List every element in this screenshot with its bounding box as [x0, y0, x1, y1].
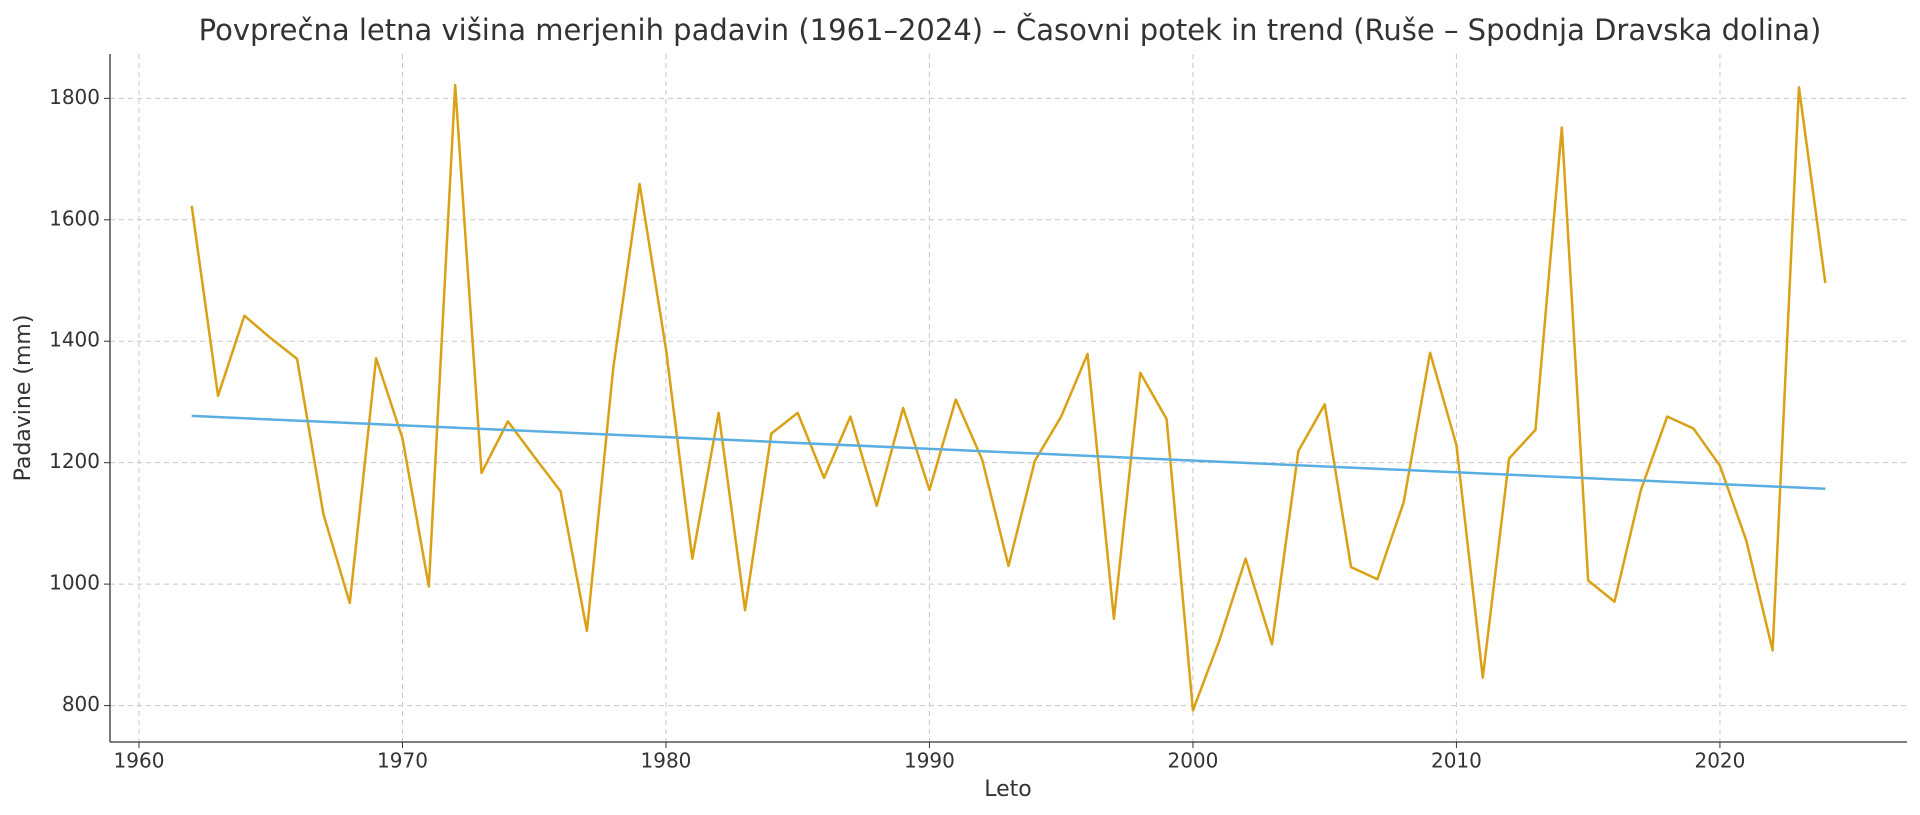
y-tick-label: 800 [62, 692, 100, 716]
x-tick-label: 2010 [1431, 749, 1482, 773]
y-tick-label: 1600 [49, 206, 100, 230]
x-axis-label: Leto [984, 777, 1032, 802]
y-tick-label: 1800 [49, 85, 100, 109]
series-line [190, 83, 1827, 712]
x-tick-label: 1960 [114, 749, 165, 773]
x-tick-label: 1990 [904, 749, 955, 773]
y-tick-label: 1200 [49, 449, 100, 473]
y-tick-label: 1400 [49, 328, 100, 352]
series-line [191, 414, 1826, 491]
x-tick-label: 1970 [377, 749, 428, 773]
chart-title: Povprečna letna višina merjenih padavin … [199, 13, 1822, 47]
x-tick-label: 2020 [1694, 749, 1745, 773]
x-tick-label: 2000 [1167, 749, 1218, 773]
y-axis-label: Padavine (mm) [11, 315, 36, 482]
x-tick-label: 1980 [641, 749, 692, 773]
y-tick-label: 1000 [49, 571, 100, 595]
